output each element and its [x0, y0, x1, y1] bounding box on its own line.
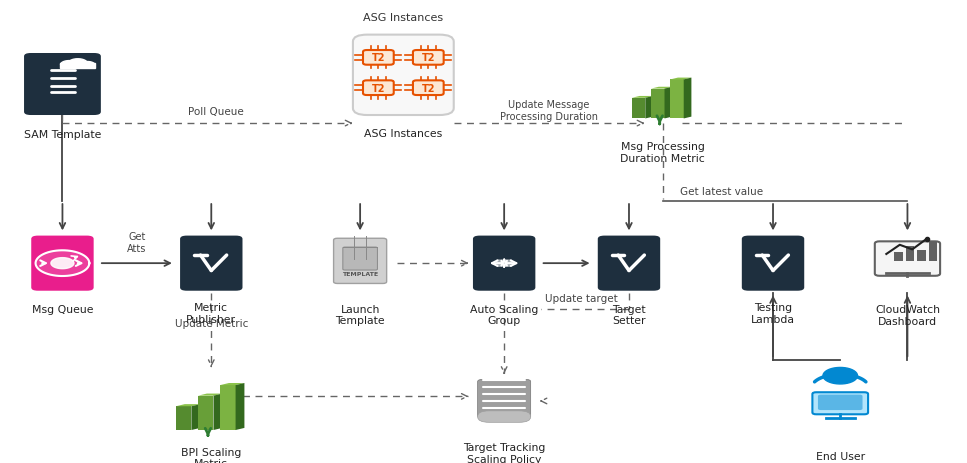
- Polygon shape: [60, 64, 95, 69]
- Bar: [631, 99, 645, 119]
- Polygon shape: [670, 78, 691, 80]
- Polygon shape: [214, 394, 222, 430]
- Text: Metric
Publisher: Metric Publisher: [187, 302, 236, 324]
- Text: TEMPLATE: TEMPLATE: [342, 271, 378, 276]
- Polygon shape: [645, 97, 653, 119]
- Text: Target
Setter: Target Setter: [612, 304, 646, 325]
- Text: Testing
Lambda: Testing Lambda: [751, 302, 795, 324]
- Text: Msg Queue: Msg Queue: [32, 304, 93, 314]
- FancyBboxPatch shape: [334, 239, 387, 284]
- Text: Auto Scaling
Group: Auto Scaling Group: [470, 304, 539, 325]
- Polygon shape: [651, 88, 672, 89]
- FancyBboxPatch shape: [496, 260, 512, 267]
- FancyBboxPatch shape: [742, 236, 805, 291]
- FancyBboxPatch shape: [478, 411, 531, 422]
- Text: Update Message
Processing Duration: Update Message Processing Duration: [500, 100, 598, 121]
- Polygon shape: [61, 62, 77, 66]
- FancyBboxPatch shape: [473, 236, 536, 291]
- Text: Target Tracking
Scaling Policy: Target Tracking Scaling Policy: [463, 442, 545, 463]
- Text: Get
Atts: Get Atts: [128, 232, 147, 254]
- Bar: [894, 252, 902, 261]
- Polygon shape: [191, 404, 200, 430]
- FancyBboxPatch shape: [363, 51, 394, 66]
- Polygon shape: [823, 368, 858, 384]
- Text: CloudWatch
Dashboard: CloudWatch Dashboard: [875, 305, 940, 326]
- Polygon shape: [79, 63, 95, 66]
- Bar: [917, 250, 925, 261]
- Text: BPI Scaling
Metric: BPI Scaling Metric: [181, 447, 242, 463]
- Polygon shape: [176, 404, 200, 407]
- Polygon shape: [36, 251, 89, 276]
- Bar: [176, 407, 191, 430]
- Bar: [670, 80, 684, 119]
- FancyBboxPatch shape: [24, 54, 101, 116]
- Polygon shape: [631, 97, 653, 99]
- Text: Update Metric: Update Metric: [175, 318, 248, 328]
- Polygon shape: [684, 78, 691, 119]
- FancyBboxPatch shape: [818, 395, 863, 410]
- Text: Msg Processing
Duration Metric: Msg Processing Duration Metric: [620, 142, 705, 164]
- FancyBboxPatch shape: [180, 236, 243, 291]
- Polygon shape: [220, 383, 245, 385]
- Text: Launch
Template: Launch Template: [336, 304, 385, 325]
- Bar: [220, 385, 236, 430]
- Text: End User: End User: [816, 451, 864, 462]
- Polygon shape: [664, 88, 672, 119]
- Bar: [928, 243, 937, 261]
- Polygon shape: [51, 258, 73, 269]
- Text: Update target: Update target: [544, 293, 617, 303]
- Text: T2: T2: [422, 53, 435, 63]
- Text: T2: T2: [371, 83, 385, 94]
- FancyBboxPatch shape: [31, 236, 94, 291]
- Text: ASG Instances: ASG Instances: [365, 128, 443, 138]
- FancyBboxPatch shape: [812, 392, 868, 414]
- Polygon shape: [69, 60, 87, 64]
- FancyBboxPatch shape: [413, 81, 444, 96]
- Bar: [905, 247, 914, 261]
- FancyBboxPatch shape: [413, 51, 444, 66]
- Polygon shape: [198, 394, 222, 396]
- FancyBboxPatch shape: [478, 380, 531, 418]
- Text: Poll Queue: Poll Queue: [189, 107, 244, 117]
- FancyBboxPatch shape: [343, 248, 377, 270]
- Text: T2: T2: [422, 83, 435, 94]
- Bar: [651, 89, 664, 119]
- Text: T2: T2: [371, 53, 385, 63]
- Polygon shape: [236, 383, 245, 430]
- FancyBboxPatch shape: [363, 81, 394, 96]
- Text: ASG Instances: ASG Instances: [364, 13, 444, 23]
- FancyBboxPatch shape: [598, 236, 660, 291]
- Text: SAM Template: SAM Template: [24, 130, 102, 140]
- FancyBboxPatch shape: [353, 36, 454, 116]
- Bar: [198, 396, 214, 430]
- FancyBboxPatch shape: [875, 242, 940, 276]
- Text: Get latest value: Get latest value: [680, 186, 763, 196]
